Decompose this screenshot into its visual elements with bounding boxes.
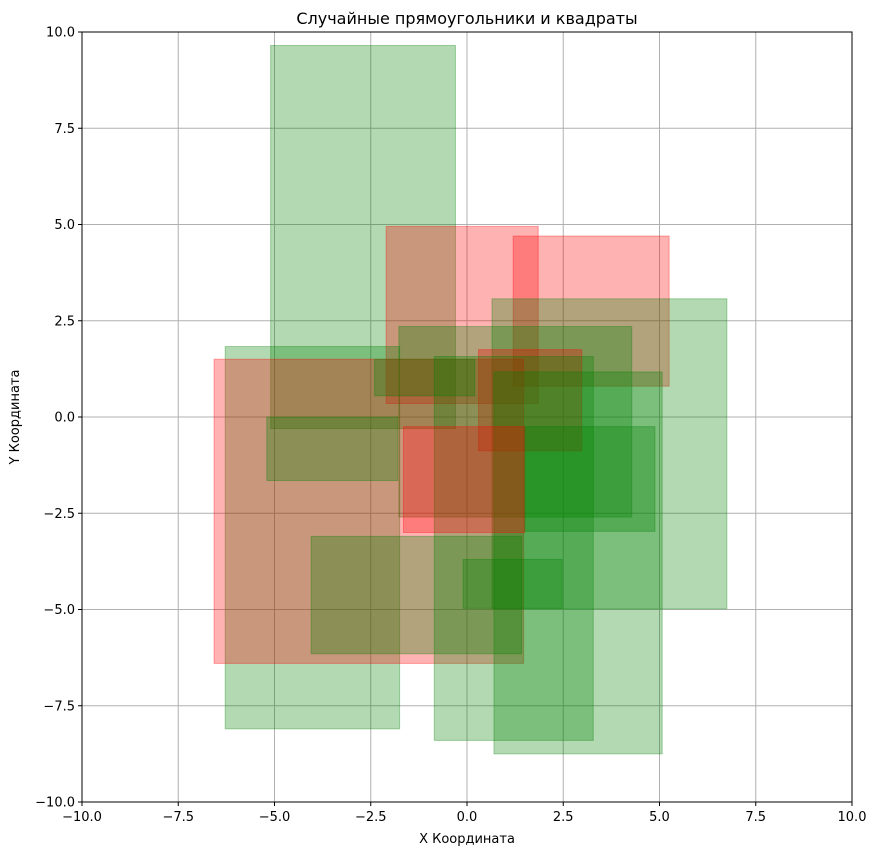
chart-title: Случайные прямоугольники и квадраты: [296, 9, 637, 28]
y-tick-label: −10.0: [35, 796, 75, 811]
rectangle-red: [213, 358, 525, 664]
rectangle-green: [433, 356, 594, 741]
rectangle-green: [398, 326, 633, 518]
rectangle-green: [266, 416, 399, 482]
x-axis: −10.0 −7.5 −5.0 −2.5 0.0 2.5 5.0 7.5 10.0: [62, 802, 866, 825]
y-tick-label: 10.0: [46, 26, 75, 41]
y-tick-label: 5.0: [54, 218, 75, 233]
rectangle-green: [491, 298, 728, 610]
y-tick-label: −2.5: [43, 507, 75, 522]
y-tick-label: 2.5: [54, 314, 75, 329]
x-tick-label: 5.0: [649, 810, 670, 825]
rectangle-green: [493, 371, 663, 755]
rectangle-green: [224, 346, 401, 730]
rectangles-layer: [213, 44, 728, 755]
x-tick-label: 7.5: [745, 810, 766, 825]
rectangle-green: [462, 558, 563, 609]
x-tick-label: −2.5: [355, 810, 387, 825]
rectangle-green: [310, 535, 523, 655]
y-axis-label: Y Координата: [8, 370, 23, 466]
rectangle-green: [524, 426, 656, 532]
x-tick-label: 0.0: [457, 810, 478, 825]
x-tick-label: −7.5: [162, 810, 194, 825]
x-tick-label: 10.0: [838, 810, 867, 825]
rectangle-green: [270, 44, 456, 430]
rectangle-red: [478, 349, 583, 452]
x-axis-label: X Координата: [419, 832, 515, 847]
rectangle-red: [385, 225, 539, 405]
rectangle-green: [374, 358, 476, 397]
y-tick-label: −5.0: [43, 603, 75, 618]
x-tick-label: −10.0: [62, 810, 102, 825]
y-tick-label: 0.0: [54, 411, 75, 426]
y-axis: −10.0 −7.5 −5.0 −2.5 0.0 2.5 5.0 7.5 10.0: [35, 26, 82, 811]
y-tick-label: 7.5: [54, 122, 75, 137]
rectangle-red: [512, 235, 670, 387]
y-tick-label: −7.5: [43, 699, 75, 714]
rectangle-red: [402, 426, 526, 533]
x-tick-label: −5.0: [259, 810, 291, 825]
x-tick-label: 2.5: [553, 810, 574, 825]
